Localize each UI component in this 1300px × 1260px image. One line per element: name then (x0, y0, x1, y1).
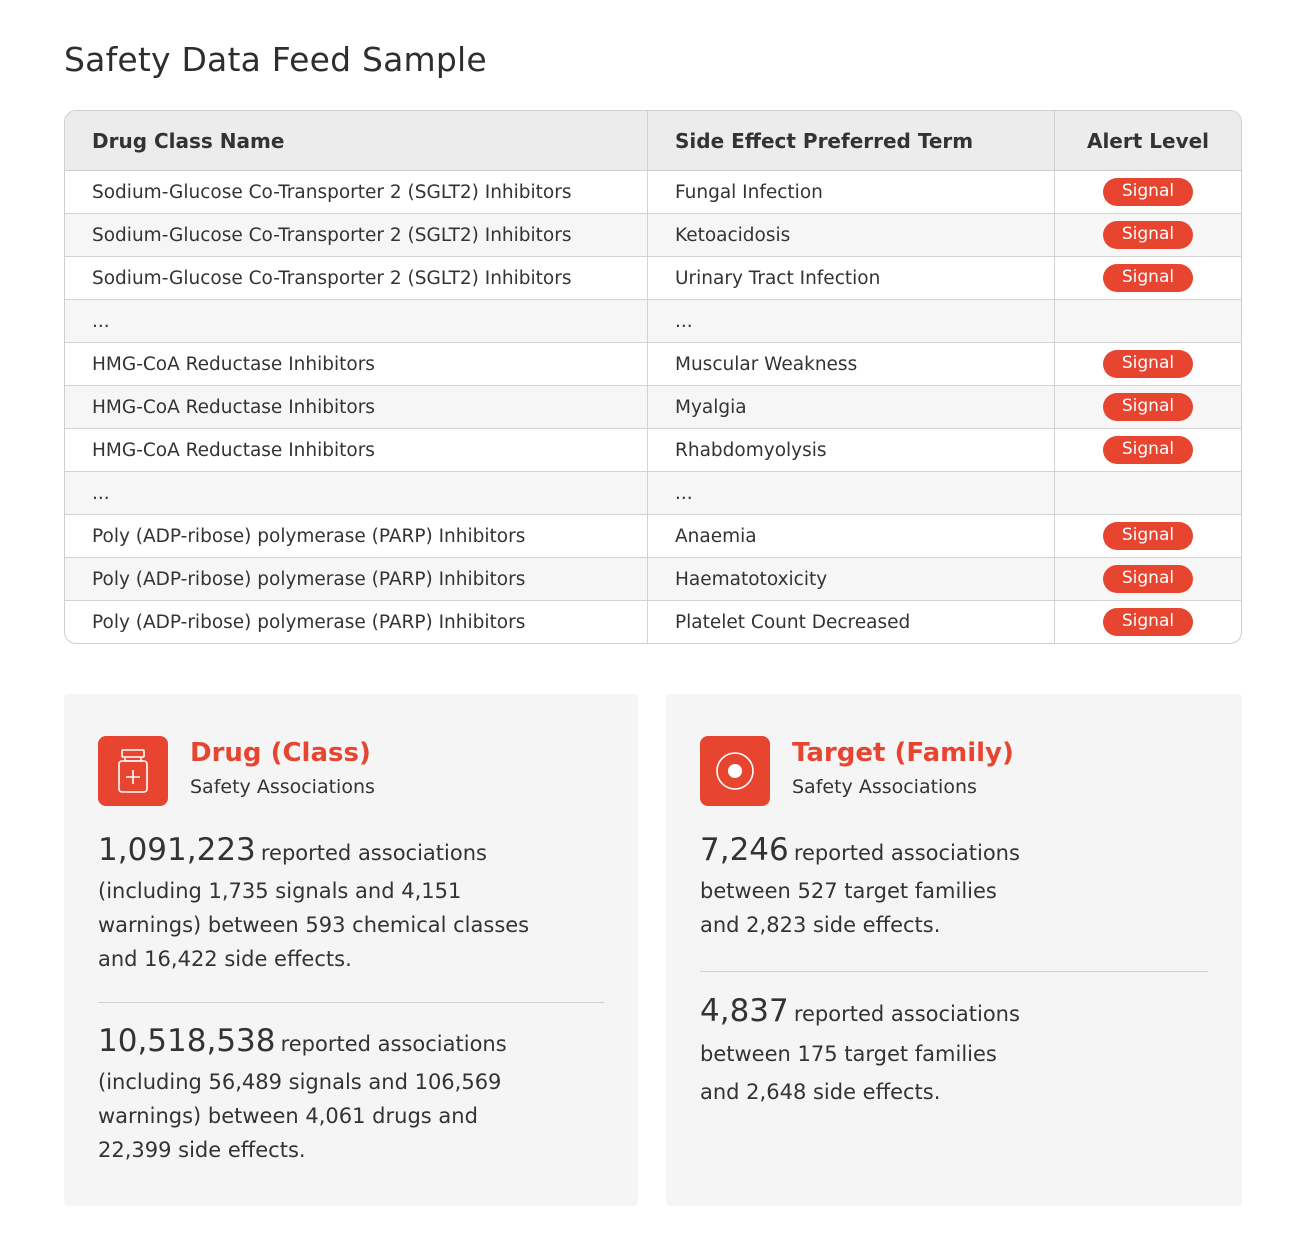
side-effect-cell: Platelet Count Decreased (647, 600, 1055, 643)
divider (98, 1002, 604, 1003)
stat-description: between 527 target families and 2,823 si… (700, 879, 997, 937)
drug-class-cell: ... (65, 299, 648, 343)
side-effect-cell: ... (647, 471, 1055, 515)
stat-number: 7,246 (700, 832, 789, 868)
table-row: HMG-CoA Reductase Inhibitors Myalgia Signa… (65, 385, 1241, 429)
divider (700, 971, 1208, 972)
side-effect-cell: Urinary Tract Infection (647, 256, 1055, 300)
alert-level-cell: Signal (1054, 342, 1241, 386)
side-effect-cell: Ketoacidosis (647, 213, 1055, 257)
alert-level-cell: Signal (1054, 256, 1241, 300)
side-effect-cell: Muscular Weakness (647, 342, 1055, 386)
table-row: ...... (65, 299, 1241, 343)
table-row: ...... (65, 471, 1241, 515)
alert-level-badge: Signal (1102, 436, 1194, 464)
stat-label: reported associations (793, 841, 1020, 865)
table-row: Sodium-Glucose Co-Transporter 2 (SGLT2) … (65, 256, 1241, 300)
side-effect-cell: Anaemia (647, 514, 1055, 558)
medicine-bottle-icon (98, 736, 168, 806)
drug-class-cell: HMG-CoA Reductase Inhibitors (65, 342, 648, 386)
side-effect-cell: ... (647, 299, 1055, 343)
alert-level-badge: Signal (1102, 393, 1194, 421)
column-header-drug-class: Drug Class Name (65, 111, 648, 171)
alert-level-cell: Signal (1054, 557, 1241, 601)
alert-level-cell: Signal (1054, 428, 1241, 472)
drug-class-cell: ... (65, 471, 648, 515)
alert-level-badge: Signal (1102, 565, 1194, 593)
stat-block: 10,518,538 reported associations (includ… (98, 1023, 618, 1167)
alert-level-badge: Signal (1102, 522, 1194, 550)
card-subtitle: Safety Associations (190, 776, 375, 798)
target-icon (700, 736, 770, 806)
drug-class-cell: HMG-CoA Reductase Inhibitors (65, 385, 648, 429)
stat-label: reported associations (260, 841, 487, 865)
drug-class-cell: HMG-CoA Reductase Inhibitors (65, 428, 648, 472)
stat-label: reported associations (280, 1032, 507, 1056)
alert-level-cell (1054, 471, 1241, 515)
drug-class-cell: Sodium-Glucose Co-Transporter 2 (SGLT2) … (65, 213, 648, 257)
card-subtitle: Safety Associations (792, 776, 977, 798)
alert-level-badge: Signal (1102, 178, 1194, 206)
stat-block: 4,837 reported associations between 175 … (700, 993, 1220, 1111)
alert-level-badge: Signal (1102, 608, 1194, 636)
table-row: HMG-CoA Reductase Inhibitors Rhabdomyolys… (65, 428, 1241, 472)
table-row: Poly (ADP-ribose) polymerase (PARP) Inhi… (65, 600, 1241, 643)
drug-class-cell: Poly (ADP-ribose) polymerase (PARP) Inhi… (65, 514, 648, 558)
column-header-side-effect: Side Effect Preferred Term (647, 111, 1055, 171)
safety-data-table: Drug Class Name Side Effect Preferred Te… (64, 110, 1242, 644)
alert-level-badge: Signal (1102, 264, 1194, 292)
side-effect-cell: Fungal Infection (647, 170, 1055, 214)
stat-label: reported associations (793, 1002, 1020, 1026)
table-row: Sodium-Glucose Co-Transporter 2 (SGLT2) … (65, 213, 1241, 257)
alert-level-cell (1054, 299, 1241, 343)
alert-level-badge: Signal (1102, 350, 1194, 378)
alert-level-badge: Signal (1102, 221, 1194, 249)
side-effect-cell: Myalgia (647, 385, 1055, 429)
side-effect-cell: Rhabdomyolysis (647, 428, 1055, 472)
table-row: Poly (ADP-ribose) polymerase (PARP) Inhi… (65, 557, 1241, 601)
card-title: Target (Family) (792, 738, 1014, 768)
table-row: Sodium-Glucose Co-Transporter 2 (SGLT2) … (65, 170, 1242, 214)
drug-class-cell: Sodium-Glucose Co-Transporter 2 (SGLT2) … (65, 256, 648, 300)
stat-description: (including 56,489 signals and 106,569 wa… (98, 1070, 502, 1162)
drug-class-card: Drug (Class) Safety Associations 1,091,2… (64, 694, 638, 1206)
target-family-card: Target (Family) Safety Associations 7,24… (666, 694, 1242, 1206)
stat-block: 1,091,223 reported associations (includi… (98, 832, 618, 976)
stat-number: 10,518,538 (98, 1023, 276, 1059)
table-row: HMG-CoA Reductase Inhibitors Muscular Wea… (65, 342, 1241, 386)
card-title: Drug (Class) (190, 738, 371, 768)
alert-level-cell: Signal (1054, 514, 1241, 558)
drug-class-cell: Poly (ADP-ribose) polymerase (PARP) Inhi… (65, 600, 648, 643)
alert-level-cell: Signal (1055, 171, 1242, 214)
alert-level-cell: Signal (1054, 385, 1241, 429)
stat-number: 4,837 (700, 993, 789, 1029)
stat-description: (including 1,735 signals and 4,151 warni… (98, 879, 530, 971)
page-title: Safety Data Feed Sample (64, 40, 487, 79)
drug-class-cell: Sodium-Glucose Co-Transporter 2 (SGLT2) … (65, 170, 648, 214)
alert-level-cell: Signal (1054, 600, 1241, 643)
stat-block: 7,246 reported associations between 527 … (700, 832, 1220, 942)
alert-level-cell: Signal (1054, 213, 1241, 257)
side-effect-cell: Haematotoxicity (647, 557, 1055, 601)
table-row: Poly (ADP-ribose) polymerase (PARP) Inhi… (65, 514, 1241, 558)
column-header-alert-level: Alert Level (1054, 111, 1241, 171)
stat-description: between 175 target families and 2,648 si… (700, 1042, 997, 1104)
drug-class-cell: Poly (ADP-ribose) polymerase (PARP) Inhi… (65, 557, 648, 601)
stat-number: 1,091,223 (98, 832, 256, 868)
